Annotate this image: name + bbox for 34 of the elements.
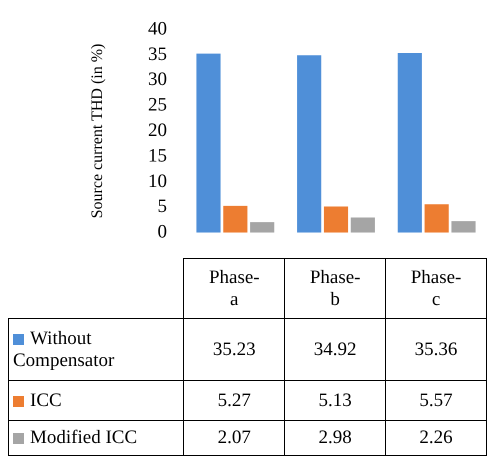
x-tick-label: Phase-a: [184, 258, 285, 318]
bar: [196, 54, 221, 233]
legend-label: Without Compensator: [8, 318, 184, 380]
data-label: 35.36: [386, 318, 486, 380]
y-tick-label: 15: [148, 145, 167, 166]
bar: [324, 206, 348, 233]
bar: [451, 221, 476, 233]
y-tick-label: 35: [148, 44, 167, 65]
y-tick-label: 10: [148, 170, 167, 192]
y-tick-label: 20: [148, 120, 167, 141]
data-label: 34.92: [284, 318, 386, 380]
bar: [223, 206, 248, 233]
data-label: 2.98: [284, 420, 386, 456]
legend-label: ICC: [8, 380, 184, 420]
y-tick-label: 40: [148, 18, 167, 40]
y-axis-title: Source current THD (in %): [88, 44, 106, 218]
bar: [424, 204, 449, 233]
data-label: 5.27: [184, 380, 285, 420]
y-tick-label: 5: [158, 196, 167, 218]
data-label: 5.13: [284, 380, 386, 420]
y-tick-label: 30: [148, 69, 167, 90]
bar: [250, 222, 274, 233]
data-label: 2.07: [184, 420, 285, 456]
data-label: 35.23: [184, 318, 285, 380]
x-tick-label: Phase-c: [386, 258, 486, 318]
y-tick-label: 25: [148, 94, 167, 116]
x-tick-label: Phase-b: [284, 258, 386, 318]
legend-label: Modified ICC: [8, 420, 184, 456]
bar: [297, 55, 322, 233]
y-tick-label: 0: [158, 222, 167, 243]
data-label: 2.26: [386, 420, 486, 456]
bar: [398, 52, 422, 233]
data-label: 5.57: [386, 380, 486, 420]
bar: [350, 217, 375, 233]
